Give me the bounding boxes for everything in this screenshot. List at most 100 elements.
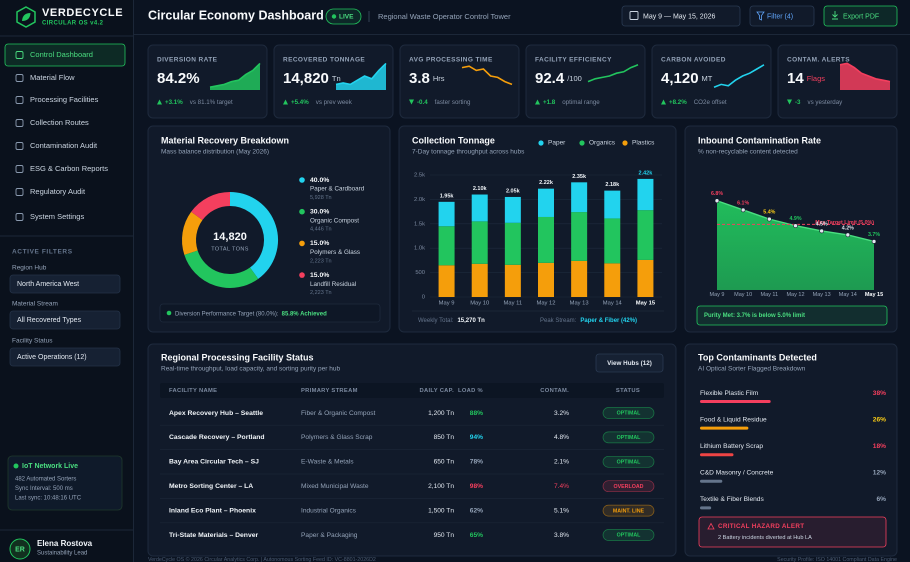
trend-arrow [661,99,666,105]
panel [651,44,772,119]
contaminant-name: Flexible Plastic Film [700,390,759,397]
nav-item[interactable]: Control Dashboard [30,50,93,59]
kpi-value: 3.8 Hrs [409,70,445,87]
logo-leaf [22,13,31,21]
table-cell: 65% [470,532,483,539]
table-cell: E-Waste & Metals [301,459,354,466]
status-dot [13,463,19,469]
filter-select[interactable] [9,310,121,330]
panel [273,44,394,119]
delta-value: +3.1% [165,99,183,106]
nav-icon [15,96,24,104]
table-cell: 650 Tn [434,459,455,466]
filter-value: North America West [17,281,79,288]
kpi-label: FACILITY EFFICIENCY [535,57,612,64]
purity-box [696,305,888,326]
x-tick-label: May 15 [636,301,656,307]
user-role: Sustainability Lead [37,551,87,557]
nav-item[interactable]: Contamination Audit [30,141,98,150]
sparkline [461,65,513,86]
legend-dot [622,140,628,146]
data-point [793,223,798,228]
nav-item[interactable]: System Settings [30,212,84,221]
nav-item[interactable]: Material Flow [30,73,75,82]
filter-select[interactable] [9,347,121,367]
kpi-delta: +3.1% vs 81.1% target [165,99,233,106]
x-tick-label: May 11 [761,292,779,298]
legend-dot [299,272,305,278]
delta-note: faster sorting [435,99,471,106]
bar-segment [504,222,521,265]
date-range: May 9 — May 15, 2026 [643,13,715,20]
filter-select[interactable] [9,274,121,294]
contaminant-value: 18% [873,443,886,450]
kpi-number: 14 [787,70,804,87]
contaminant-value: 38% [873,390,886,397]
weekly-total: Weekly Total: 15,270 Tn [418,318,485,324]
panel-title: Inbound Contamination Rate [698,135,821,145]
status-label: OPTIMAL [617,435,642,441]
export-label: Export PDF [843,13,879,20]
kpi-label: CONTAM. ALERTS [787,57,850,64]
status-pill [602,455,655,468]
nav-item[interactable]: Regulatory Audit [30,187,86,196]
legend-label: Organics [589,140,616,147]
kpi-unit: MT [702,74,713,83]
sparkline-area [336,63,386,90]
user-name: Elena Rostova [37,539,93,548]
bar-segment [438,226,455,266]
logo [16,6,36,28]
nav-item[interactable]: ESG & Carbon Reports [30,164,108,173]
iot-status [7,455,123,511]
delta-note: vs yesterday [808,99,844,106]
live-badge [325,8,362,25]
legend-percent: 15.0% [310,272,329,279]
filter-value: All Recovered Types [17,317,82,324]
column-header: LOAD % [458,388,483,394]
x-tick-label: May 10 [734,292,752,298]
legend-percent: 30.0% [310,208,329,215]
x-tick-label: May 12 [536,301,555,307]
contaminant-name: Lithium Battery Scrap [700,443,763,450]
donut-segment [184,250,259,288]
data-point [740,207,746,213]
trend-arrow [535,99,540,105]
x-tick-label: May 9 [439,301,455,307]
table-cell: Cascade Recovery – Portland [169,434,265,441]
y-tick-label: 2.0k [414,197,425,203]
nav-item[interactable]: Collection Routes [30,118,89,127]
filter-button[interactable] [749,5,815,27]
nav-active [4,43,126,67]
iot-title: IoT Network Live [22,463,78,470]
point-label: 4.2% [842,225,854,231]
table-header [160,383,664,398]
point-label: 6.8% [711,191,723,197]
kpi-delta: -0.4 faster sorting [417,99,471,106]
bar-total-label: 2.42k [639,170,654,176]
view-hubs-button[interactable] [595,353,664,373]
bar-total-label: 2.10k [473,186,488,192]
nav-icon [15,142,24,150]
bar-segment [538,188,554,217]
filter-label: Region Hub [12,265,47,272]
nav-item[interactable]: Processing Facilities [30,95,99,104]
panel [525,44,646,119]
legend-dot [538,140,544,146]
table-cell: Metro Sorting Center – LA [169,483,253,490]
table-cell: 88% [470,410,483,417]
kpi-label: CARBON AVOIDED [661,57,726,64]
table-cell: Industrial Organics [301,507,357,514]
legend-tonnage: 2,223 Tn [310,258,332,264]
bar-total-label: 1.95k [440,193,455,199]
table-cell: 98% [470,483,483,490]
kpi-value: 4,120 MT [661,70,713,87]
alert-text: 2 Battery incidents diverted at Hub LA [718,535,812,541]
export-button[interactable] [823,5,898,27]
table-cell: Apex Recovery Hub – Seattle [169,410,263,417]
legend-name: Paper & Cardboard [310,186,365,193]
table-cell: 2,100 Tn [428,483,454,490]
trend-arrow [787,99,792,105]
date-picker[interactable] [621,5,741,27]
kpi-delta: +8.2% CO2e offset [669,99,727,106]
area-fill [717,200,874,290]
